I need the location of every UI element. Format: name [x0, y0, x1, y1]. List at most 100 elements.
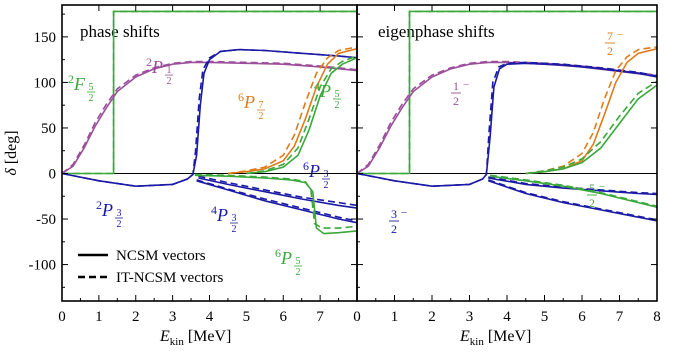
svg-text:6P: 6P	[303, 159, 320, 181]
svg-text:2: 2	[167, 76, 172, 87]
curve-label: 32−	[389, 207, 407, 236]
series-line-dashed	[246, 55, 358, 175]
legend-label-ncsm: NCSM vectors	[116, 248, 206, 264]
curve-label: 6P 52	[275, 246, 302, 278]
svg-text:2: 2	[391, 222, 397, 236]
curve-label: 2F 52	[68, 72, 95, 104]
x-axis-label: Ekin [MeV]	[159, 328, 231, 348]
svg-text:−: −	[463, 79, 469, 91]
y-tick-label: -100	[29, 258, 57, 274]
svg-text:2: 2	[607, 44, 613, 58]
curve-label: 4P 52	[314, 79, 341, 111]
curve-label: 6P 72	[238, 90, 265, 122]
legend-label-itncsm: IT-NCSM vectors	[116, 270, 224, 286]
curve-label: 4P 32	[211, 203, 238, 235]
svg-text:2: 2	[89, 93, 94, 104]
svg-text:5: 5	[89, 82, 94, 93]
series-line-dashed	[198, 175, 358, 207]
svg-text:−: −	[599, 181, 605, 193]
series-line	[356, 61, 658, 175]
eigenphase-shifts-curves	[356, 10, 658, 222]
x-tick-label: 7	[316, 309, 324, 325]
svg-text:3: 3	[324, 169, 329, 180]
x-tick-label: 1	[391, 309, 399, 325]
x-tick-label: 8	[653, 309, 661, 325]
svg-text:3: 3	[117, 208, 122, 219]
svg-text:2: 2	[335, 100, 340, 111]
x-tick-label: 4	[503, 309, 511, 325]
svg-text:−: −	[617, 29, 623, 41]
y-tick-label: 0	[49, 166, 57, 182]
series-line-dashed	[194, 173, 358, 229]
series-line	[198, 177, 358, 209]
curve-label: 6P 32	[303, 159, 330, 191]
series-line-dashed	[357, 10, 657, 175]
x-tick-label: 2	[428, 309, 436, 325]
y-tick-label: -50	[36, 212, 56, 228]
y-axis-label: δ [deg]	[3, 130, 20, 175]
x-tick-label: 0	[353, 309, 361, 325]
svg-text:2: 2	[232, 224, 237, 235]
svg-text:7: 7	[259, 100, 264, 111]
phase-shifts-curves	[61, 10, 358, 235]
series-line	[488, 180, 658, 222]
legend: NCSM vectors IT-NCSM vectors	[78, 248, 224, 286]
series-line	[196, 180, 358, 224]
series-line-dashed	[488, 179, 658, 221]
svg-text:6P: 6P	[238, 90, 255, 112]
series-line-dashed	[61, 60, 358, 175]
eigenphase-shifts-annotations: 72−12−52−32−	[389, 29, 623, 236]
series-line	[61, 61, 358, 175]
svg-text:4P: 4P	[211, 203, 228, 225]
series-line	[194, 174, 358, 235]
x-tick-label: 4	[206, 309, 214, 325]
x-axis-label: Ekin [MeV]	[459, 328, 531, 348]
svg-text:5: 5	[335, 89, 340, 100]
series-line	[227, 47, 358, 175]
x-tick-label: 6	[578, 309, 586, 325]
series-line-dashed	[525, 80, 658, 175]
svg-text:6P: 6P	[275, 246, 292, 268]
svg-text:5: 5	[589, 181, 595, 195]
y-tick-label: 150	[34, 30, 57, 46]
series-line-dashed	[61, 48, 358, 188]
series-line	[525, 84, 658, 175]
x-tick-label: 7	[616, 309, 624, 325]
y-tick-label: 100	[34, 75, 57, 91]
curve-label: 12−	[451, 79, 469, 108]
eigenphase-shifts-frame	[356, 4, 658, 302]
svg-text:2: 2	[296, 267, 301, 278]
x-tick-label: 5	[541, 309, 549, 325]
panel-title: eigenphase shifts	[378, 22, 495, 41]
svg-text:2: 2	[324, 180, 329, 191]
curve-label: 52−	[587, 181, 605, 210]
svg-text:1: 1	[167, 65, 172, 76]
curve-label: 72−	[605, 29, 623, 58]
series-line	[246, 57, 358, 175]
svg-text:3: 3	[232, 213, 237, 224]
svg-text:2P: 2P	[96, 198, 113, 220]
svg-text:2P: 2P	[146, 55, 163, 77]
svg-text:7: 7	[607, 29, 613, 43]
x-tick-label: 5	[243, 309, 251, 325]
svg-text:5: 5	[296, 256, 301, 267]
x-tick-label: 2	[132, 309, 140, 325]
panel-title: phase shifts	[80, 22, 160, 41]
phase-shifts-frame	[61, 4, 358, 302]
x-tick-label: 6	[280, 309, 288, 325]
svg-text:2: 2	[589, 196, 595, 210]
svg-text:2: 2	[259, 111, 264, 122]
series-line	[489, 175, 658, 208]
series-line-dashed	[489, 174, 658, 208]
svg-text:1: 1	[453, 79, 459, 93]
svg-text:4P: 4P	[314, 79, 331, 101]
svg-text:2: 2	[453, 94, 459, 108]
curve-label: 2P 32	[96, 198, 123, 230]
x-tick-label: 1	[95, 309, 103, 325]
